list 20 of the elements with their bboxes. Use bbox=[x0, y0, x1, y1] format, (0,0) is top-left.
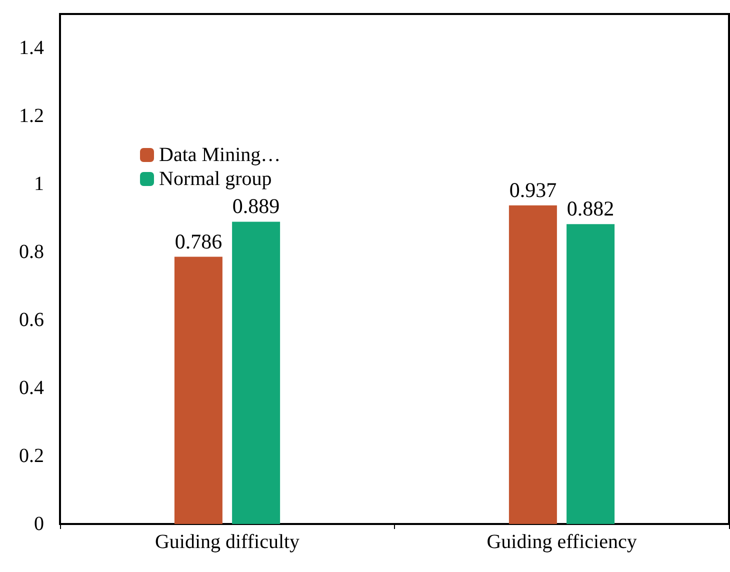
bar bbox=[174, 256, 222, 524]
y-tick-label: 0 bbox=[34, 513, 44, 535]
bar bbox=[232, 222, 280, 524]
data-label: 0.786 bbox=[174, 229, 222, 254]
legend-label: Normal group bbox=[159, 168, 272, 190]
y-tick-label: 0.6 bbox=[19, 309, 44, 331]
data-label: 0.889 bbox=[232, 194, 280, 218]
legend-label: Data Mining… bbox=[159, 144, 281, 166]
y-tick-label: 0.2 bbox=[19, 445, 44, 467]
x-tick-label: Guiding efficiency bbox=[486, 531, 637, 553]
y-tick-label: 1 bbox=[34, 173, 44, 195]
x-tick-label: Guiding difficulty bbox=[154, 531, 300, 553]
y-tick-label: 1.4 bbox=[19, 37, 44, 59]
data-label: 0.882 bbox=[566, 196, 614, 221]
data-label: 0.937 bbox=[509, 178, 557, 202]
y-tick-label: 0.4 bbox=[19, 377, 44, 399]
y-tick-label: 1.2 bbox=[19, 105, 44, 127]
y-tick-label: 0.8 bbox=[19, 241, 44, 263]
bar bbox=[508, 205, 557, 524]
bar bbox=[566, 224, 615, 524]
